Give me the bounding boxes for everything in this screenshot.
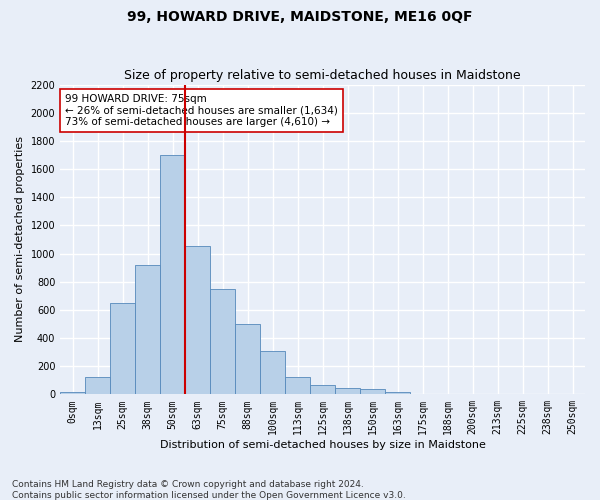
Bar [360, 390, 385, 394]
Bar [185, 246, 210, 394]
Bar [160, 155, 185, 394]
Bar [235, 324, 260, 394]
Title: Size of property relative to semi-detached houses in Maidstone: Size of property relative to semi-detach… [124, 69, 521, 82]
Text: Contains HM Land Registry data © Crown copyright and database right 2024.
Contai: Contains HM Land Registry data © Crown c… [12, 480, 406, 500]
Bar [310, 385, 335, 394]
Bar [135, 265, 160, 394]
Bar [260, 350, 285, 395]
Bar [85, 378, 110, 394]
Bar [60, 392, 85, 394]
Bar [385, 392, 410, 394]
X-axis label: Distribution of semi-detached houses by size in Maidstone: Distribution of semi-detached houses by … [160, 440, 485, 450]
Text: 99, HOWARD DRIVE, MAIDSTONE, ME16 0QF: 99, HOWARD DRIVE, MAIDSTONE, ME16 0QF [127, 10, 473, 24]
Bar [210, 288, 235, 395]
Y-axis label: Number of semi-detached properties: Number of semi-detached properties [15, 136, 25, 342]
Bar [285, 378, 310, 394]
Bar [335, 388, 360, 394]
Bar [110, 303, 135, 394]
Text: 99 HOWARD DRIVE: 75sqm
← 26% of semi-detached houses are smaller (1,634)
73% of : 99 HOWARD DRIVE: 75sqm ← 26% of semi-det… [65, 94, 338, 127]
